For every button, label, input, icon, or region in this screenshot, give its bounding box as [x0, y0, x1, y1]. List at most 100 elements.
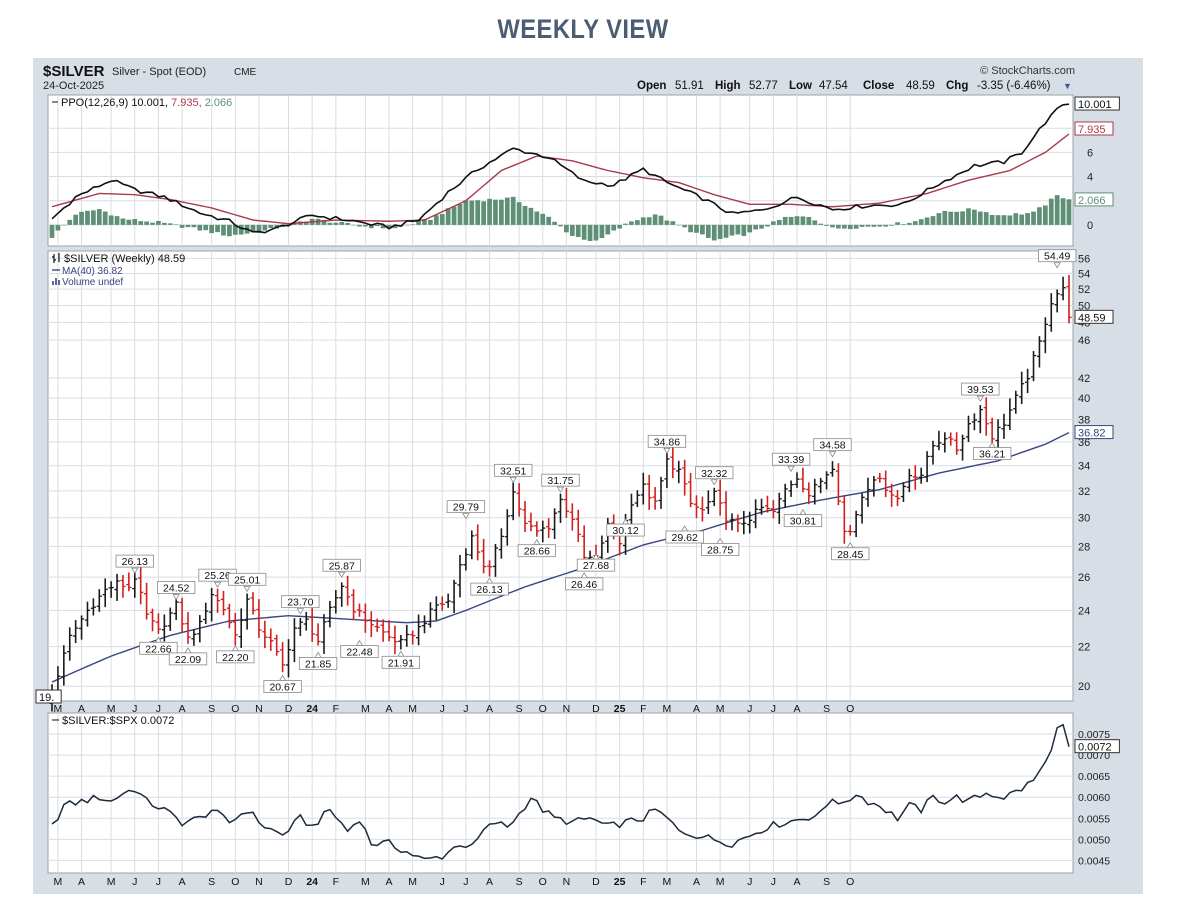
x-axis-label-bottom: M	[361, 876, 370, 888]
ppo-histogram-bar	[215, 224, 220, 233]
ppo-histogram-bar	[694, 224, 699, 233]
ppo-histogram-bar	[96, 209, 102, 225]
price-y-tick: 36	[1078, 437, 1090, 449]
ppo-histogram-bar	[836, 224, 841, 229]
ppo-histogram-bar	[286, 224, 291, 225]
low-label: Low	[789, 80, 812, 92]
callout-pointer	[172, 594, 180, 601]
ppo-histogram-bar	[776, 219, 782, 225]
x-axis-label-price: M	[663, 703, 672, 715]
callout-pointer	[509, 476, 517, 484]
ppo-histogram-bar	[794, 216, 800, 225]
price-callout: 22.48	[346, 647, 372, 659]
price-callout: 29.79	[453, 502, 479, 514]
chg-dropdown-icon[interactable]: ▼	[1063, 81, 1072, 91]
x-axis-label-bottom: A	[179, 876, 186, 888]
x-axis-label-price: O	[231, 703, 239, 715]
price-y-tick: 40	[1078, 393, 1090, 405]
ma-last-value-box	[1074, 425, 1114, 440]
ppo-histogram-bar	[954, 211, 960, 225]
ppo-histogram-bar	[552, 221, 557, 225]
price-callout: 54.49	[1044, 251, 1070, 263]
ppo-histogram-bar	[91, 210, 96, 225]
ppo-histogram-bar	[972, 209, 977, 225]
hist-last-value-box	[1074, 192, 1114, 207]
callout-pointer	[338, 571, 346, 579]
ppo-histogram-bar	[150, 222, 155, 225]
ppo-histogram-bar	[469, 200, 475, 225]
callout-box	[606, 523, 645, 537]
ppo-histogram-bar	[451, 206, 457, 225]
x-axis-label-price: 25	[614, 703, 626, 715]
price-y-tick: 22	[1078, 642, 1090, 654]
price-last-value: 48.59	[1078, 312, 1106, 324]
callout-box	[139, 641, 178, 655]
x-axis-label-bottom: A	[486, 876, 493, 888]
ppo-y-tick: 4	[1087, 172, 1093, 184]
price-callout: 21.91	[388, 657, 414, 669]
x-axis-label-price: M	[716, 703, 725, 715]
ppo-histogram-bar	[197, 224, 203, 231]
callout-pointer	[131, 567, 139, 574]
price-y-tick: 56	[1078, 253, 1090, 265]
price-callout: 29.62	[672, 532, 698, 544]
price-y-tick: 24	[1078, 605, 1090, 617]
price-callout: 28.66	[524, 546, 550, 558]
high-value: 52.77	[749, 80, 778, 92]
ppo-histogram-bar	[522, 205, 528, 225]
callout-pointer	[787, 465, 795, 473]
x-axis-label-price: J	[132, 703, 137, 715]
ratio-y-tick: 0.0045	[1078, 855, 1110, 867]
ppo-histogram-bar	[569, 224, 575, 236]
ppo-histogram-bar	[564, 224, 569, 233]
ppo-histogram-bar	[977, 211, 983, 225]
x-axis-label-bottom: J	[156, 876, 161, 888]
page-title: WEEKLY VIEW	[497, 14, 669, 44]
ppo-plot-area	[47, 94, 1074, 247]
ppo-histogram-bar	[906, 222, 912, 225]
x-axis-label-bottom: O	[231, 876, 239, 888]
ppo-histogram-bar	[1019, 214, 1025, 225]
ohlc-summary: Open 51.91 High 52.77 Low 47.54 Close 48…	[637, 80, 1072, 92]
ppo-histogram-bar	[55, 224, 61, 231]
ppo-histogram-bar	[735, 224, 741, 235]
ppo-histogram-bar	[416, 220, 421, 225]
open-value: 51.91	[675, 80, 704, 92]
callout-box	[541, 473, 580, 487]
ppo-histogram-bar	[782, 216, 788, 225]
x-axis-label-price: D	[592, 703, 600, 715]
ppo-histogram-bar	[640, 217, 646, 225]
x-axis-label-bottom: A	[386, 876, 393, 888]
x-axis-label-bottom: M	[408, 876, 417, 888]
callout-box	[565, 577, 604, 591]
price-legend: $SILVER (Weekly) 48.59	[64, 253, 185, 265]
price-callout: 25.01	[234, 574, 260, 586]
x-axis-label-price: D	[285, 703, 293, 715]
x-axis-label-price: M	[107, 703, 116, 715]
ppo-histogram-bar	[363, 224, 368, 227]
ppo-histogram-bar	[156, 220, 161, 225]
x-axis-label-price: F	[333, 703, 339, 715]
price-last-value-box	[1074, 309, 1114, 324]
first-bar-label-box	[35, 689, 62, 704]
hist-last-value: 2.066	[1078, 195, 1106, 207]
ppo-histogram-bar	[268, 224, 274, 229]
ppo-histogram-bar	[132, 218, 138, 225]
ppo-histogram-bar	[327, 222, 333, 225]
ppo-histogram-bar	[85, 210, 90, 225]
ppo-histogram-bar	[374, 224, 380, 227]
x-axis-label-price: O	[846, 703, 854, 715]
volume-legend: Volume undef	[62, 277, 123, 288]
x-axis-label-bottom: J	[771, 876, 776, 888]
price-y-tick: 54	[1078, 268, 1090, 280]
source-credit[interactable]: © StockCharts.com	[980, 65, 1075, 77]
ppo-histogram-bar	[658, 215, 664, 225]
ppo-histogram-bar	[853, 224, 859, 229]
ppo-histogram-bar	[303, 221, 309, 225]
ppo-histogram-bar	[333, 222, 339, 225]
callout-box	[517, 544, 556, 558]
x-axis-label-bottom: S	[516, 876, 523, 888]
ppo-histogram-bar	[238, 224, 244, 235]
callout-box	[446, 500, 486, 514]
x-axis-label-price: A	[794, 703, 801, 715]
